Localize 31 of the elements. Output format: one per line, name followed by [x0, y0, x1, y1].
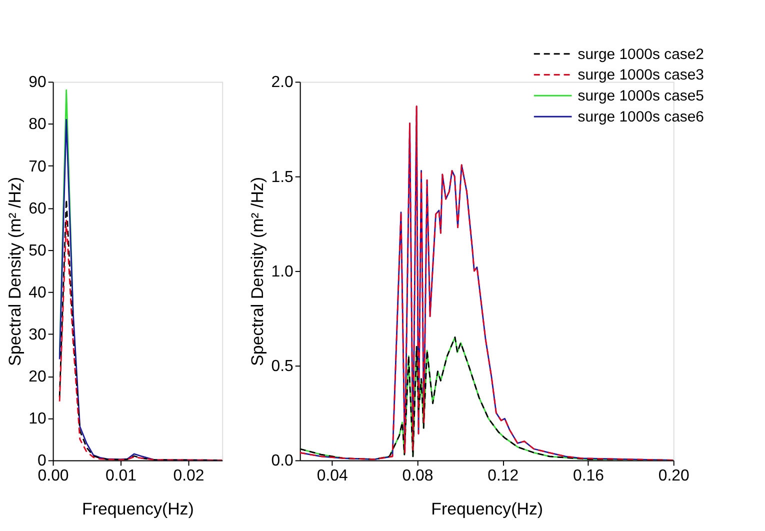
x-axis-title: Frequency(Hz) — [82, 500, 194, 519]
x-tick-label: 0.08 — [402, 468, 434, 485]
y-tick-label: 20 — [28, 368, 46, 386]
y-tick-label: 1.5 — [271, 168, 294, 186]
y-tick-label: 0 — [37, 452, 46, 470]
y-tick-label: 90 — [28, 74, 46, 92]
x-tick-label: 0.20 — [658, 468, 690, 485]
y-tick-label: 10 — [28, 410, 46, 428]
x-tick-label: 0.12 — [488, 468, 519, 485]
x-tick-label: 0.01 — [106, 468, 137, 485]
y-tick-label: 0.5 — [271, 358, 294, 376]
x-tick-label: 0.16 — [572, 468, 604, 485]
y-tick-label: 50 — [28, 242, 46, 260]
y-axis-title: Spectral Density (m² /Hz) — [6, 176, 25, 366]
y-tick-label: 30 — [28, 326, 46, 344]
legend-label: surge 1000s case2 — [578, 46, 704, 63]
y-tick-label: 80 — [28, 116, 46, 134]
y-tick-label: 0.0 — [271, 452, 294, 470]
x-axis-title: Frequency(Hz) — [431, 500, 544, 519]
y-tick-label: 1.0 — [271, 263, 294, 280]
y-tick-label: 2.0 — [271, 74, 294, 92]
y-tick-label: 60 — [28, 200, 46, 218]
y-tick-label: 70 — [28, 158, 46, 176]
x-tick-label: 0.04 — [316, 468, 348, 485]
y-axis-title: Spectral Density (m² /Hz) — [248, 176, 268, 366]
legend-label: surge 1000s case3 — [578, 66, 704, 84]
legend-label: surge 1000s case6 — [578, 108, 704, 126]
y-tick-label: 40 — [28, 284, 46, 302]
legend-label: surge 1000s case5 — [578, 88, 704, 105]
x-tick-label: 0.00 — [38, 468, 69, 485]
x-tick-label: 0.02 — [173, 468, 204, 485]
